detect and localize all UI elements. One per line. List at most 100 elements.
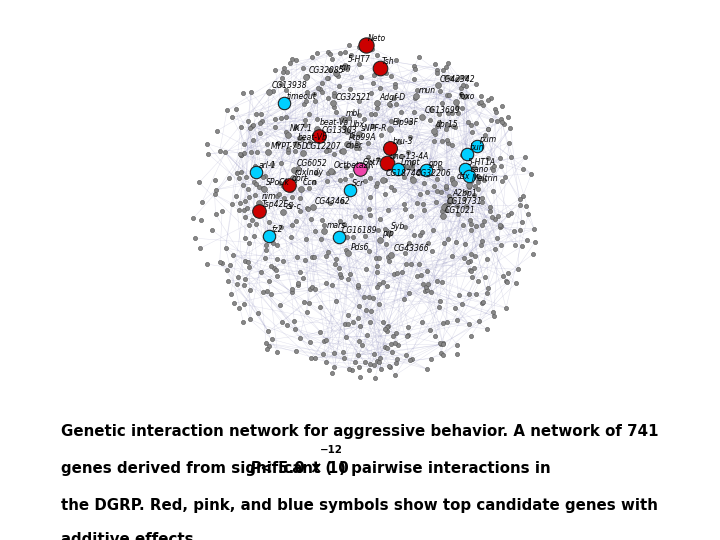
- Point: [490, 245, 501, 253]
- Text: Scr: Scr: [352, 179, 364, 188]
- Point: [337, 147, 348, 156]
- Point: [372, 50, 383, 59]
- Point: [263, 276, 274, 285]
- Point: [250, 220, 261, 228]
- Point: [473, 317, 485, 326]
- Point: [341, 139, 353, 148]
- Point: [431, 276, 443, 285]
- Point: [277, 182, 289, 191]
- Point: [271, 240, 282, 249]
- Point: [320, 279, 331, 288]
- Point: [371, 99, 382, 107]
- Point: [446, 174, 457, 183]
- Point: [521, 235, 533, 244]
- Point: [441, 91, 453, 99]
- Point: [490, 105, 501, 113]
- Point: [482, 125, 494, 133]
- Point: [517, 192, 528, 201]
- Point: [478, 217, 490, 225]
- Text: timeout: timeout: [286, 92, 316, 102]
- Point: [221, 106, 233, 114]
- Text: dpr15: dpr15: [436, 120, 459, 129]
- Point: [221, 265, 233, 274]
- Point: [281, 321, 292, 329]
- Point: [277, 208, 289, 217]
- Point: [392, 341, 404, 349]
- Point: [259, 254, 271, 262]
- Point: [330, 70, 342, 79]
- Point: [512, 265, 523, 274]
- Point: [423, 280, 434, 289]
- Point: [353, 130, 364, 138]
- Point: [423, 170, 434, 178]
- Point: [369, 110, 381, 119]
- Point: [341, 65, 353, 73]
- Point: [323, 169, 334, 178]
- Point: [498, 120, 510, 129]
- Point: [290, 347, 302, 355]
- Point: [404, 239, 415, 247]
- Point: [279, 180, 290, 189]
- Point: [330, 255, 341, 264]
- Point: [271, 348, 283, 356]
- Point: [315, 328, 326, 336]
- Point: [244, 124, 256, 132]
- Text: unc-13-4A: unc-13-4A: [390, 152, 429, 161]
- Point: [475, 173, 487, 182]
- Point: [289, 324, 301, 333]
- Point: [429, 332, 441, 341]
- Point: [271, 255, 282, 264]
- Point: [485, 207, 496, 215]
- Point: [249, 191, 261, 200]
- Point: [347, 318, 359, 327]
- Point: [359, 114, 370, 123]
- Point: [372, 226, 384, 234]
- Point: [491, 234, 503, 242]
- Point: [265, 290, 276, 299]
- Point: [230, 169, 242, 178]
- Point: [473, 99, 485, 107]
- Point: [442, 138, 454, 147]
- Text: CG32206: CG32206: [415, 169, 451, 178]
- Point: [352, 351, 364, 360]
- Point: [316, 79, 328, 87]
- Text: dprt: dprt: [292, 174, 307, 183]
- Point: [286, 192, 297, 201]
- Point: [354, 110, 365, 119]
- Point: [469, 252, 480, 261]
- Point: [436, 98, 448, 107]
- Point: [440, 206, 451, 214]
- Point: [464, 216, 475, 225]
- Point: [461, 175, 472, 184]
- Point: [282, 130, 294, 139]
- Point: [450, 237, 462, 246]
- Point: [296, 134, 307, 143]
- Point: [397, 162, 409, 171]
- Point: [516, 217, 528, 226]
- Text: additive effects.: additive effects.: [61, 532, 199, 540]
- Point: [459, 92, 470, 101]
- Point: [482, 284, 493, 292]
- Point: [392, 354, 403, 363]
- Point: [356, 44, 367, 52]
- Point: [457, 81, 469, 90]
- Point: [472, 178, 484, 186]
- Point: [246, 215, 258, 224]
- Point: [415, 190, 426, 198]
- Text: 5-HT7: 5-HT7: [348, 55, 371, 64]
- Point: [374, 84, 385, 92]
- Point: [322, 73, 333, 82]
- Point: [308, 89, 320, 98]
- Point: [416, 227, 428, 236]
- Point: [488, 161, 500, 170]
- Point: [326, 280, 338, 289]
- Text: foxo: foxo: [459, 92, 475, 100]
- Point: [469, 163, 480, 171]
- Point: [235, 151, 246, 159]
- Point: [261, 345, 272, 353]
- Text: rgn: rgn: [338, 63, 351, 72]
- Point: [469, 191, 480, 199]
- Point: [342, 274, 354, 283]
- Point: [254, 129, 266, 137]
- Point: [287, 221, 298, 230]
